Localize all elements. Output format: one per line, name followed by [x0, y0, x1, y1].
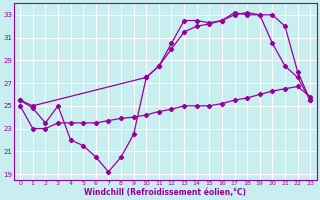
X-axis label: Windchill (Refroidissement éolien,°C): Windchill (Refroidissement éolien,°C): [84, 188, 246, 197]
